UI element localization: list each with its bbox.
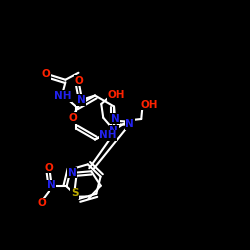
Text: N: N <box>77 95 86 105</box>
Text: O: O <box>45 163 54 173</box>
Text: NH: NH <box>99 130 116 140</box>
Text: N: N <box>68 168 76 177</box>
Text: OH: OH <box>141 100 158 110</box>
Text: N: N <box>110 126 118 136</box>
Text: N: N <box>126 119 134 129</box>
Text: O: O <box>68 113 78 123</box>
Text: O: O <box>42 69 50 79</box>
Text: N: N <box>111 114 120 124</box>
Text: O: O <box>74 76 83 86</box>
Text: NH: NH <box>54 91 72 101</box>
Text: S: S <box>71 188 78 198</box>
Text: N: N <box>47 180 56 190</box>
Text: O: O <box>37 198 46 208</box>
Text: OH: OH <box>108 90 125 100</box>
